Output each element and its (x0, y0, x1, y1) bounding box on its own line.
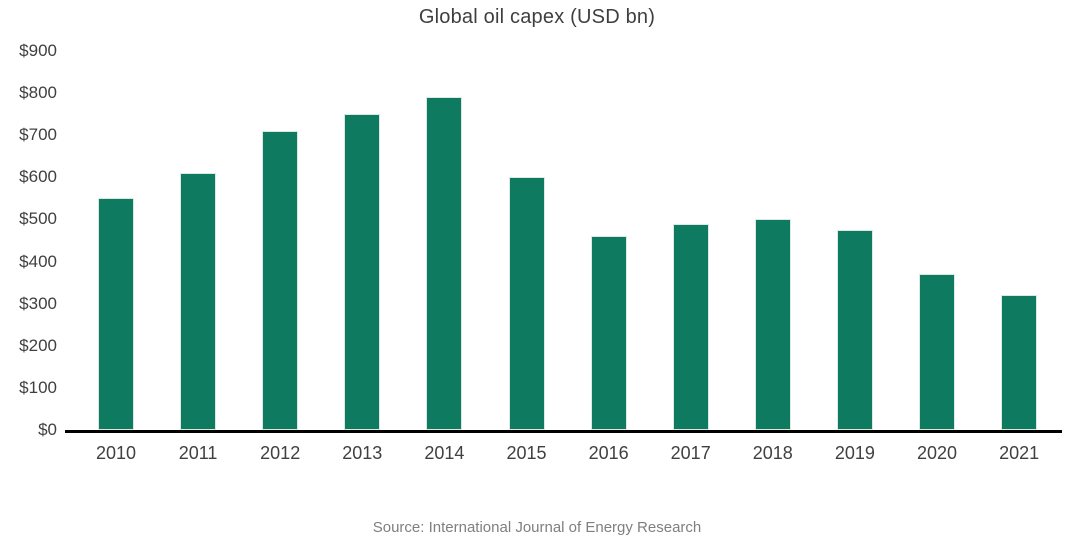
y-tick-label: $600 (19, 167, 57, 187)
x-tick-label: 2021 (999, 443, 1040, 463)
x-tick-label: 2013 (342, 443, 383, 463)
y-tick-label: $900 (19, 41, 57, 60)
y-tick-label: $200 (19, 335, 57, 355)
y-tick-label: $0 (38, 420, 57, 439)
bar-2018 (754, 219, 791, 430)
bar-2015 (508, 177, 545, 430)
source-caption: Source: International Journal of Energy … (372, 519, 702, 536)
y-tick-label: $700 (19, 125, 57, 145)
x-tick-label: 2018 (752, 443, 793, 463)
x-tick-label: 2015 (506, 443, 547, 463)
y-tick-label: $400 (19, 251, 57, 271)
x-tick-label: 2012 (260, 443, 301, 463)
y-tick-label: $800 (19, 83, 57, 103)
y-tick-label: $300 (19, 293, 57, 313)
x-tick-label: 2010 (95, 443, 137, 463)
y-tick-label: $500 (19, 209, 57, 229)
bar-2020 (919, 274, 955, 430)
x-tick-label: 2016 (588, 443, 629, 463)
y-tick-label: $100 (19, 377, 57, 397)
bar-2016 (590, 236, 627, 430)
x-axis-line (65, 430, 1062, 433)
bar-2021 (1001, 295, 1038, 430)
bar-2010 (98, 198, 134, 430)
bar-2013 (344, 114, 381, 430)
x-tick-label: 2020 (916, 443, 958, 463)
x-tick-label: 2011 (178, 443, 218, 463)
chart-title: Global oil capex (USD bn) (418, 6, 656, 28)
bar-2012 (262, 131, 299, 430)
x-tick-label: 2014 (424, 443, 465, 463)
x-tick-label: 2019 (834, 443, 875, 463)
x-tick-label: 2017 (670, 443, 711, 463)
bar-2019 (836, 229, 873, 430)
bar-2014 (426, 97, 463, 430)
bar-2017 (672, 223, 709, 430)
bar-2011 (180, 173, 217, 430)
